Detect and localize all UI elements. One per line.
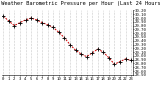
Text: Milwaukee Weather Barometric Pressure per Hour (Last 24 Hours): Milwaukee Weather Barometric Pressure pe… xyxy=(0,1,160,6)
